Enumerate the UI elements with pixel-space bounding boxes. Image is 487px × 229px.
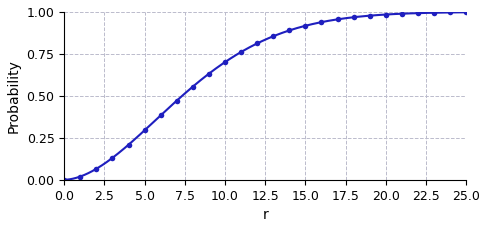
X-axis label: r: r [262, 208, 268, 222]
Y-axis label: Probability: Probability [7, 59, 21, 133]
